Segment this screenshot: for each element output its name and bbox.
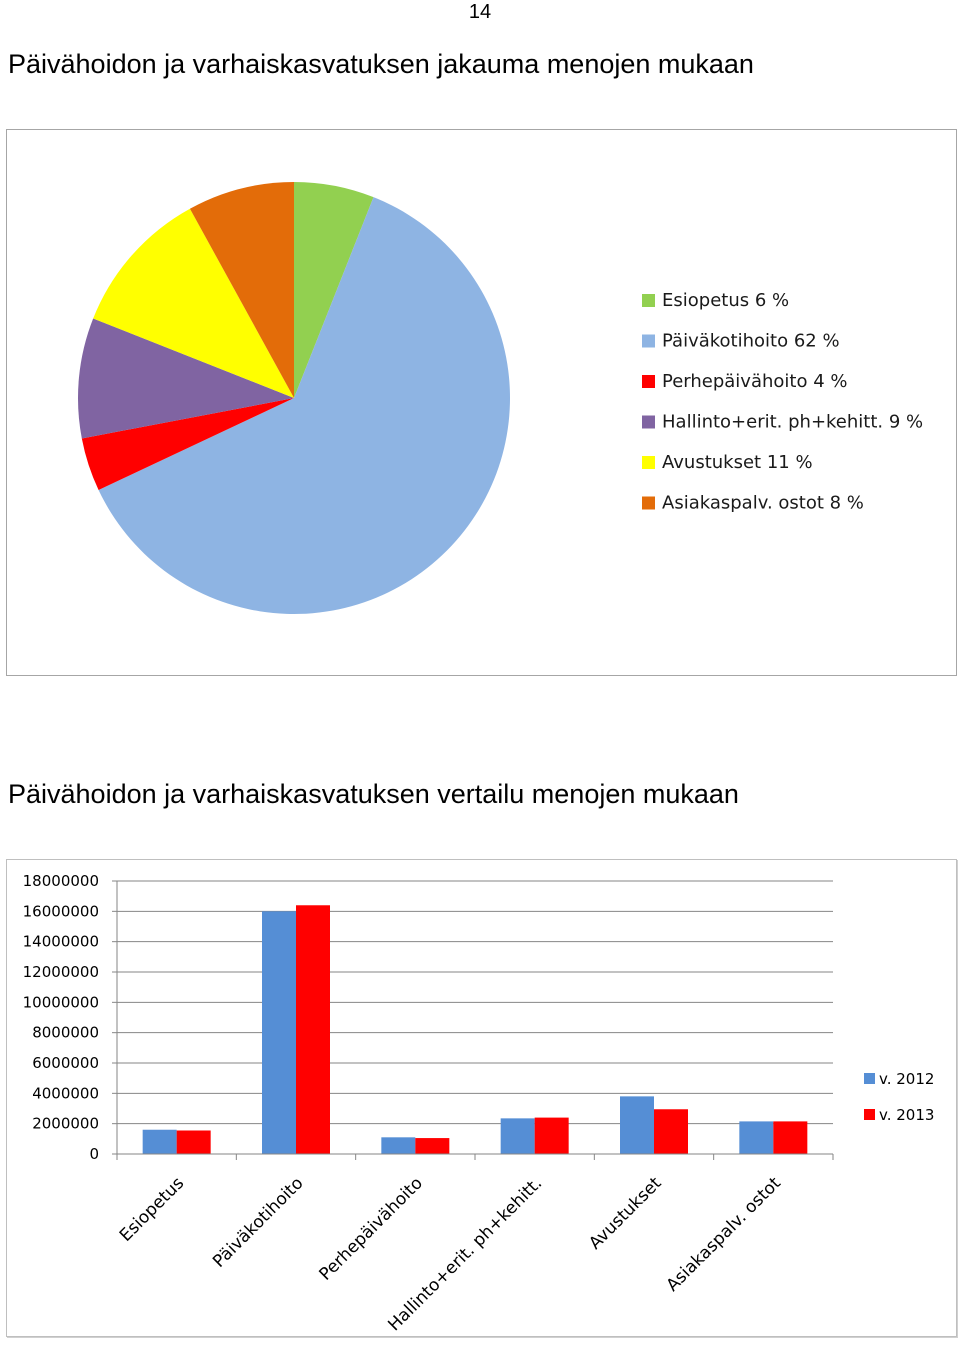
legend-entry-avustukset: Avustukset 11 % (662, 452, 813, 473)
bar-avustukset-v-2013 (654, 1109, 688, 1154)
y-tick-label: 10000000 (23, 993, 99, 1011)
y-tick-label: 0 (89, 1145, 99, 1163)
bar-esiopetus-v-2013 (176, 1130, 211, 1154)
pie-slice-asiakaspalv-ostot (189, 182, 294, 398)
y-tick-label: 4000000 (32, 1084, 99, 1102)
legend-swatch-esiopetus (642, 294, 655, 307)
legend-swatch-p-iv-kotihoito (642, 334, 655, 348)
x-tick-label-p-iv-kotihoito: Päiväkotihoito (209, 1173, 307, 1271)
legend-entry-asiakaspalv-ostot: Asiakaspalv. ostot 8 % (662, 493, 864, 514)
bar-x-tick-labels: Esiopetus Päiväkotihoito PerhepäivähoitoHa… (116, 1173, 785, 1335)
bar-avustukset-v-2012 (620, 1096, 654, 1154)
legend-entry-hallinto-erit-ph-kehitt: Hallinto+erit. ph+kehitt. 9 % (662, 412, 923, 433)
pie-slice-perhep-iv-hoito (81, 398, 294, 490)
y-tick-label: 12000000 (23, 963, 99, 981)
pie-slice-avustukset (93, 208, 295, 398)
legend-swatch-avustukset (642, 456, 655, 469)
pie-legend: Esiopetus 6 % Päiväkotihoito 62 % Perhepäi… (642, 290, 923, 514)
legend-entry-perhep-iv-hoito: Perhepäivähoito 4 % (662, 371, 847, 392)
legend-swatch-v-2013 (864, 1109, 875, 1120)
legend-swatch-perhep-iv-hoito (642, 375, 655, 388)
bar-gridlines (117, 880, 833, 1155)
legend-swatch-asiakaspalv-ostot (642, 496, 655, 510)
legend-entry-p-iv-kotihoito: Päiväkotihoito 62 % (662, 331, 840, 352)
pie-chart-title: Päivähoidon ja varhaiskasvatuksen jakaum… (8, 49, 754, 79)
bar-perhep-iv-hoito-v-2013 (415, 1138, 450, 1154)
legend-entry-esiopetus: Esiopetus 6 % (662, 290, 789, 311)
bar-chart-frame: 0 2000000 4000000 6000000 8000000 10000000 120… (6, 859, 957, 1337)
bar-bars (142, 905, 808, 1154)
legend-swatch-v-2012 (864, 1073, 875, 1084)
bar-p-iv-kotihoito-v-2012 (262, 911, 296, 1154)
bar-asiakaspalv-ostot-v-2013 (773, 1121, 808, 1154)
legend-entry-v-2013: v. 2013 (879, 1106, 934, 1124)
pie-slice-p-iv-kotihoito (98, 197, 511, 614)
bar-perhep-iv-hoito-v-2012 (381, 1137, 416, 1154)
x-tick-label-asiakaspalv-ostot: Asiakaspalv. ostot (663, 1173, 786, 1296)
legend-swatch-hallinto-erit-ph-kehitt (642, 415, 655, 429)
bar-y-tick-labels: 0 2000000 4000000 6000000 8000000 10000000 120… (23, 872, 99, 1163)
bar-chart-title: Päivähoidon ja varhaiskasvatuksen vertai… (8, 779, 739, 809)
pie-slices (78, 182, 511, 614)
legend-entry-v-2012: v. 2012 (879, 1070, 934, 1088)
bar-hallinto-erit-ph-kehitt-v-2013 (534, 1117, 569, 1154)
pie-chart: Esiopetus 6 % Päiväkotihoito 62 % Perhepäi… (78, 182, 923, 614)
y-tick-label: 14000000 (23, 933, 99, 951)
pie-chart-frame: Esiopetus 6 % Päiväkotihoito 62 % Perhepäi… (6, 129, 957, 676)
bar-legend: v. 2012 v. 2013 (864, 1070, 934, 1124)
y-tick-label: 2000000 (32, 1115, 99, 1133)
bar-asiakaspalv-ostot-v-2012 (739, 1121, 774, 1154)
bar-hallinto-erit-ph-kehitt-v-2012 (500, 1118, 535, 1154)
y-tick-label: 18000000 (23, 872, 99, 890)
x-tick-label-avustukset: Avustukset (585, 1173, 666, 1254)
pie-slice-esiopetus (294, 182, 374, 398)
x-tick-label-perhep-iv-hoito: Perhepäivähoito (316, 1173, 427, 1284)
y-tick-label: 16000000 (23, 902, 99, 920)
bar-esiopetus-v-2012 (142, 1129, 177, 1154)
x-tick-label-esiopetus: Esiopetus (116, 1173, 188, 1245)
bar-p-iv-kotihoito-v-2013 (296, 905, 330, 1154)
y-tick-label: 6000000 (32, 1054, 99, 1072)
page-number: 14 (468, 1, 492, 23)
bar-chart: 0 2000000 4000000 6000000 8000000 10000000 120… (23, 872, 935, 1335)
y-tick-label: 8000000 (32, 1024, 99, 1042)
bar-axes (112, 880, 834, 1160)
pie-slice-hallinto-erit-ph-kehitt (78, 318, 294, 439)
